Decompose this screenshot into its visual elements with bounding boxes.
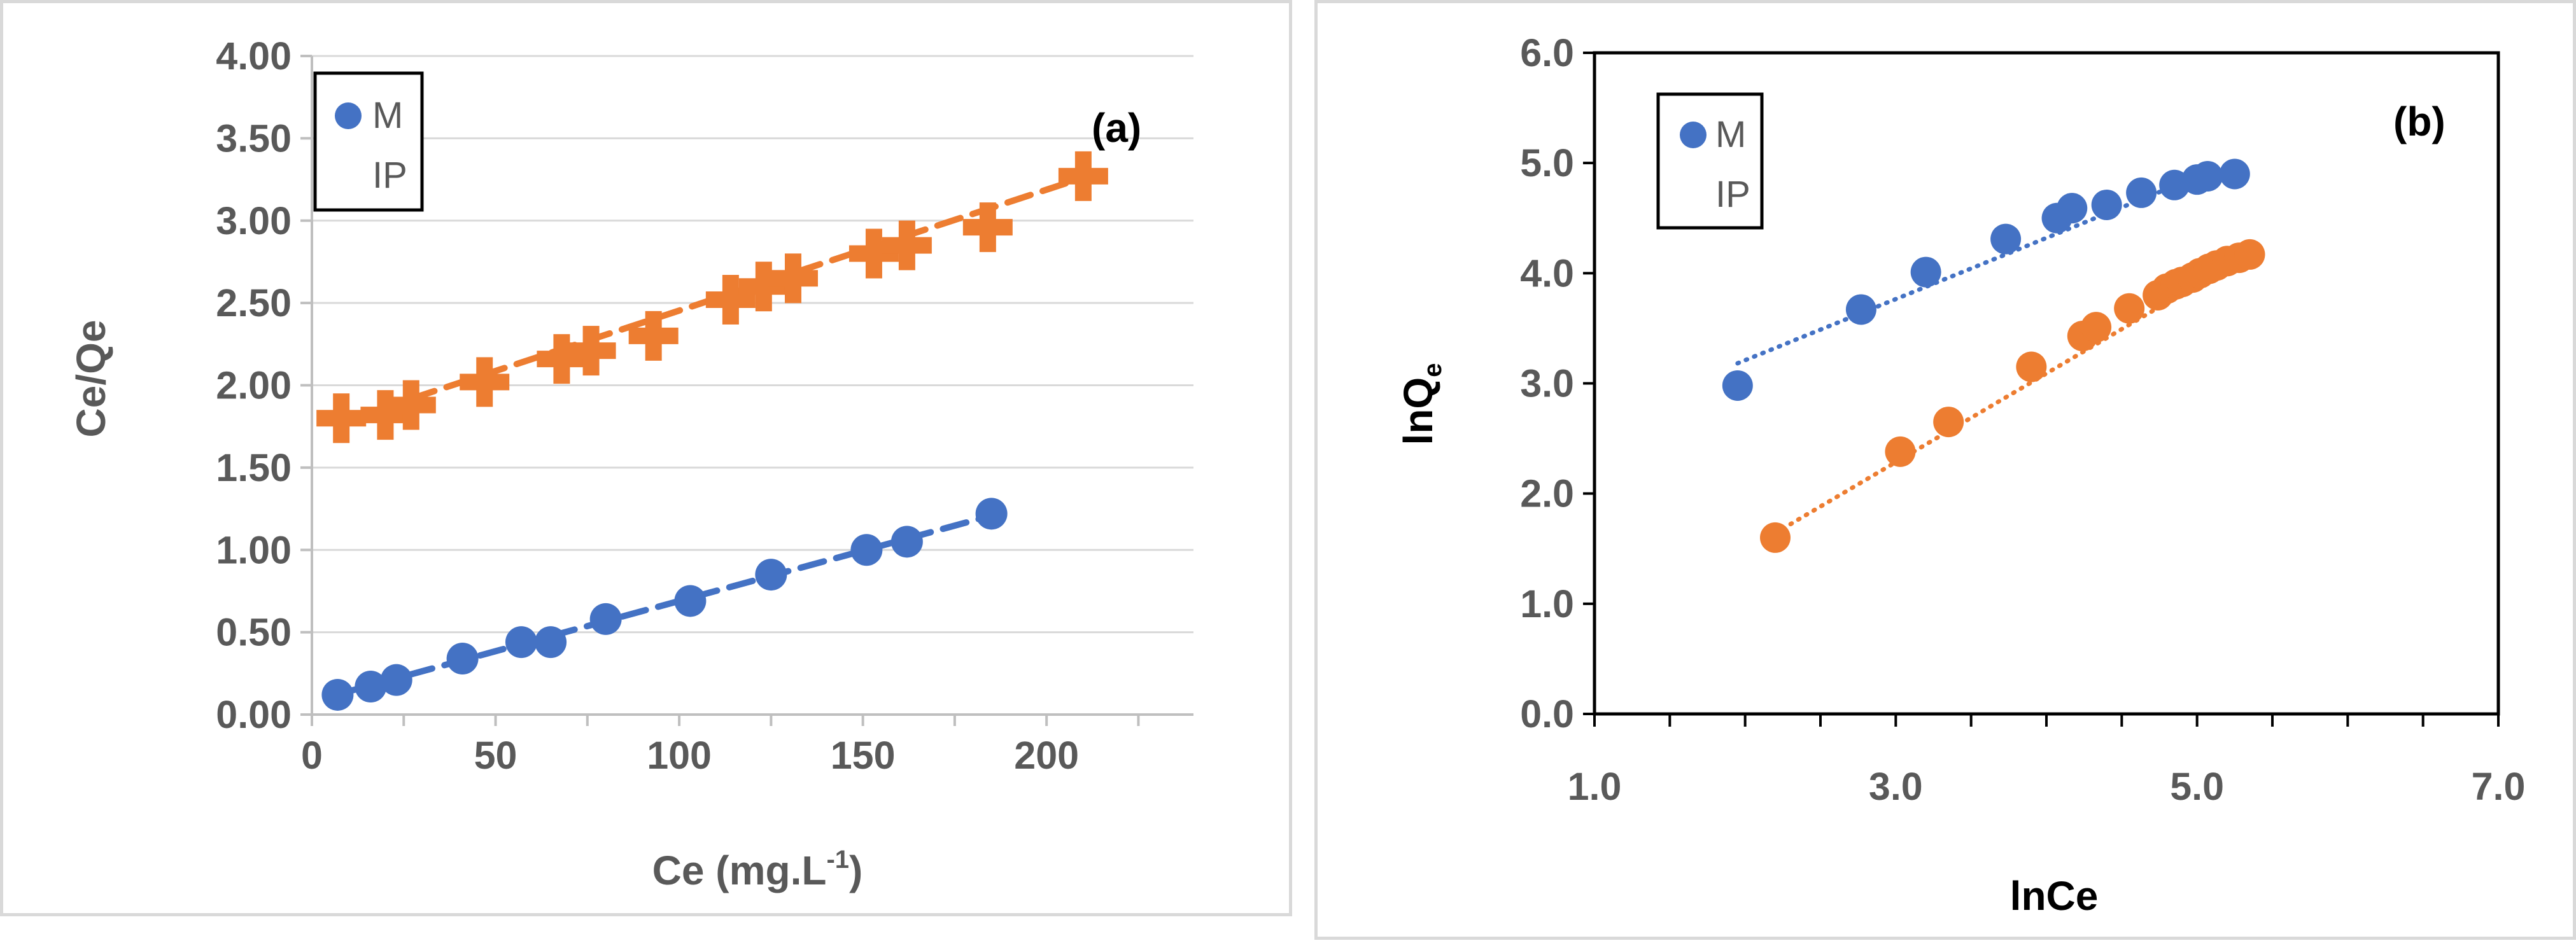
chart-b-legend-label-m: M [1715,114,1746,155]
chart-b-trendline-ip [1773,251,2252,536]
chart-a-ylabel: Ce/Qe [68,320,114,438]
chart-a-point-ip [848,228,899,279]
chart-a-trendline-m [334,512,995,698]
chart-a-y-tick-label: 2.00 [216,364,292,407]
chart-b-y-tick-label: 0.0 [1520,692,1574,736]
chart-a-xlabel: Ce (mg.L-1) [652,846,863,893]
chart-a-point-ip [1058,151,1108,201]
chart-a-y-tick-label: 1.00 [216,528,292,571]
chart-a-y-tick-label: 2.50 [216,281,292,325]
chart-a-axes: 0 50 100 150 200 0.00 0.50 1.00 1.50 2.00 2.50 3.00… [216,34,1193,777]
chart-b-point-m [2126,177,2157,208]
chart-a-svg: 0 50 100 150 200 0.00 0.50 1.00 1.50 2.00 2.50 3.00… [68,34,1193,893]
chart-a-point-m [674,585,707,617]
chart-b-panel-label: (b) [2393,99,2446,144]
chart-b-y-tick-label: 5.0 [1520,141,1574,185]
chart-a-x-tick-label: 50 [474,734,517,777]
chart-b-point-m [2057,193,2088,224]
chart-b-point-m [1722,370,1753,401]
chart-a-trendlines [334,174,1087,698]
chart-a-point-m [505,626,537,659]
chart-b-point-ip [2016,351,2047,382]
chart-b-y-tick-label: 3.0 [1520,362,1574,405]
chart-a-point-ip [537,334,587,384]
chart-a-point-ip [705,274,756,325]
chart-a-point-ip [962,202,1013,253]
chart-a-legend-marker-m [335,102,362,129]
chart-a-y-tick-label: 0.00 [216,693,292,736]
chart-a-x-tick-label: 150 [831,734,896,777]
chart-b-y-tick-label: 6.0 [1520,31,1574,74]
chart-a-x-tick-label: 200 [1014,734,1079,777]
chart-b-point-m [1990,223,2022,255]
chart-a-point-ip [460,357,510,407]
chart-b-legend-label-ip: IP [1715,174,1750,215]
chart-a-point-ip [628,311,679,361]
chart-b-trendline-m [1735,158,2241,366]
chart-a-point-m [446,643,479,675]
chart-b-point-ip [1885,436,1916,467]
chart-a-point-ip [386,380,436,430]
chart-b-point-m [2091,189,2122,220]
chart-b-point-m [2219,158,2250,190]
chart-a-point-m [535,626,567,659]
chart-a-point-m [380,664,412,696]
chart-a-point-ip [738,262,789,312]
chart-a-point-m [975,498,1008,530]
chart-b-legend-marker-m [1680,122,1707,148]
chart-panel-a: 0 50 100 150 200 0.00 0.50 1.00 1.50 2.00 2.50 3.00… [0,0,1292,916]
chart-a-gridlines [312,55,1193,634]
chart-b-svg: 1.0 3.0 5.0 7.0 0.0 1.0 2.0 3.0 4.0 5.0 6.0 lnQe l… [1395,31,2525,919]
chart-b-x-tick-label: 7.0 [2472,765,2526,808]
chart-b-x-tick-label: 1.0 [1568,765,1622,808]
chart-b-ylabel: lnQe [1395,363,1447,445]
chart-a-point-m [355,671,387,703]
chart-a-legend-label-m: M [372,95,403,136]
chart-b-point-ip [2234,239,2265,270]
chart-a-legend-box [313,71,424,212]
chart-b-point-m [1910,256,1941,288]
chart-a-point-m [589,603,622,635]
chart-a-x-tick-label: 0 [301,734,323,777]
chart-a-point-m [321,678,354,711]
chart-b-y-tick-label: 4.0 [1520,251,1574,295]
chart-b-legend-box [1656,92,1764,230]
chart-b-xlabel: lnCe [2010,873,2099,919]
chart-a-panel-label: (a) [1092,105,1141,151]
chart-a-legend-label-ip: IP [372,155,407,196]
chart-a-y-tick-label: 3.50 [216,116,292,160]
chart-b-point-ip [1933,407,1964,438]
chart-a-y-tick-label: 0.50 [216,611,292,654]
chart-a-point-ip [360,390,411,440]
chart-b-trendlines [1735,158,2252,536]
chart-panel-b: 1.0 3.0 5.0 7.0 0.0 1.0 2.0 3.0 4.0 5.0 6.0 lnQe l… [1314,0,2576,940]
chart-a-y-tick-label: 3.00 [216,199,292,242]
chart-b-y-tick-label: 2.0 [1520,472,1574,515]
chart-b-x-tick-label: 3.0 [1869,765,1923,808]
chart-b-point-ip [2114,293,2145,324]
chart-b-points [1722,158,2265,553]
chart-a-point-ip [566,326,616,376]
chart-a-point-m [850,534,883,566]
chart-a-point-ip [882,220,932,270]
chart-a-legend: M IP [313,71,424,212]
chart-b-point-ip [1760,522,1791,553]
chart-a-point-m [890,526,923,558]
chart-b-axes: 1.0 3.0 5.0 7.0 0.0 1.0 2.0 3.0 4.0 5.0 6.0 [1520,31,2525,808]
chart-a-points [316,151,1108,711]
chart-b-legend: M IP [1656,92,1764,230]
chart-a-x-tick-label: 100 [647,734,712,777]
chart-a-y-tick-label: 1.50 [216,446,292,489]
chart-a-point-ip [316,393,367,444]
chart-a-point-m [755,559,787,591]
chart-a-y-tick-label: 4.00 [216,34,292,78]
chart-b-point-m [1845,294,1876,325]
chart-b-point-m [2192,160,2223,192]
chart-b-x-tick-label: 5.0 [2170,765,2224,808]
chart-b-y-tick-label: 1.0 [1520,582,1574,625]
chart-a-point-ip [768,253,818,304]
chart-b-point-ip [2081,312,2112,343]
